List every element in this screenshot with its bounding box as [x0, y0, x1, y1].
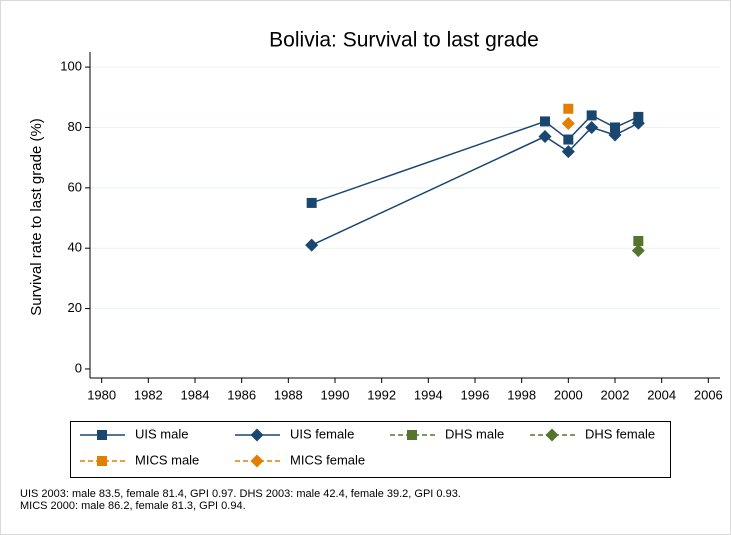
legend-marker [407, 430, 417, 440]
x-tick-label: 1996 [461, 387, 490, 402]
y-tick-label: 60 [68, 179, 82, 194]
point [540, 116, 550, 127]
x-tick-label: 2002 [601, 387, 630, 402]
x-tick-label: 1980 [87, 387, 116, 402]
point [608, 128, 622, 142]
point [633, 235, 644, 246]
legend-label: UIS male [135, 426, 188, 441]
point [306, 197, 317, 208]
x-tick-label: 2004 [647, 387, 676, 402]
point [563, 103, 574, 114]
legend-label: DHS male [445, 426, 504, 441]
legend-marker [97, 430, 107, 440]
point [585, 120, 599, 134]
legend-label: MICS male [135, 452, 199, 467]
y-tick-label: 80 [68, 119, 82, 134]
legend-label: MICS female [290, 452, 365, 467]
point [305, 238, 319, 252]
chart-title: Bolivia: Survival to last grade [269, 29, 539, 52]
x-tick-label: 1986 [227, 387, 256, 402]
y-tick-label: 40 [68, 240, 82, 255]
note: UIS 2003: male 83.5, female 81.4, GPI 0.… [20, 488, 461, 500]
x-tick-label: 1990 [321, 387, 350, 402]
point [561, 145, 575, 159]
point [563, 134, 574, 145]
point [561, 117, 575, 131]
point [610, 122, 620, 133]
y-tick-label: 100 [60, 59, 82, 74]
x-tick-label: 1994 [414, 387, 443, 402]
note: MICS 2000: male 86.2, female 81.3, GPI 0… [20, 500, 246, 512]
x-tick-label: 1984 [181, 387, 210, 402]
point [631, 244, 645, 258]
point [631, 116, 645, 130]
legend-marker [97, 456, 107, 466]
x-tick-label: 1988 [274, 387, 303, 402]
x-tick-label: 2006 [694, 387, 723, 402]
y-tick-label: 20 [68, 300, 82, 315]
legend-marker [250, 454, 264, 468]
y-axis-label: Survival rate to last grade (%) [28, 118, 45, 316]
x-tick-label: 2000 [554, 387, 583, 402]
point [586, 110, 597, 121]
legend-marker [545, 428, 559, 442]
legend-label: DHS female [585, 426, 655, 441]
y-tick-label: 0 [75, 360, 82, 375]
x-tick-label: 1992 [367, 387, 396, 402]
x-tick-label: 1998 [507, 387, 536, 402]
legend-marker [250, 428, 264, 442]
legend-label: UIS female [290, 426, 354, 441]
legend-box [70, 421, 671, 478]
point [538, 130, 552, 144]
x-tick-label: 1982 [134, 387, 163, 402]
